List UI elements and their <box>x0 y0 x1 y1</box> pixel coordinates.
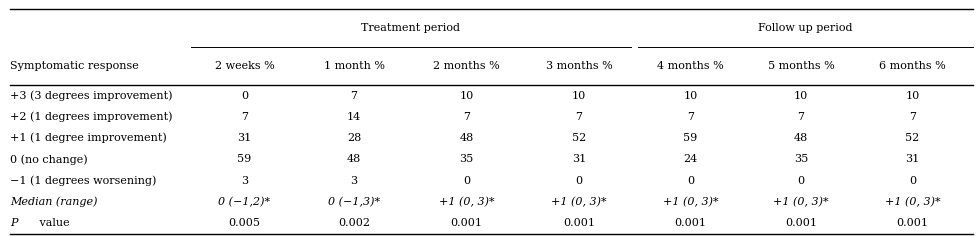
Text: 2 weeks %: 2 weeks % <box>214 61 275 71</box>
Text: 7: 7 <box>908 112 915 122</box>
Text: 35: 35 <box>459 154 473 164</box>
Text: 0: 0 <box>574 176 582 185</box>
Text: 7: 7 <box>686 112 694 122</box>
Text: value: value <box>36 218 69 228</box>
Text: P: P <box>10 218 18 228</box>
Text: 59: 59 <box>683 133 697 143</box>
Text: 0.001: 0.001 <box>785 218 816 228</box>
Text: Treatment period: Treatment period <box>361 23 460 33</box>
Text: 0 (−1,2)*: 0 (−1,2)* <box>218 197 271 207</box>
Text: 0.005: 0.005 <box>229 218 260 228</box>
Text: 35: 35 <box>793 154 807 164</box>
Text: 31: 31 <box>905 154 918 164</box>
Text: 3: 3 <box>350 176 358 185</box>
Text: 28: 28 <box>347 133 361 143</box>
Text: 0.001: 0.001 <box>450 218 482 228</box>
Text: +1 (1 degree improvement): +1 (1 degree improvement) <box>10 133 166 143</box>
Text: Symptomatic response: Symptomatic response <box>10 61 139 71</box>
Text: 10: 10 <box>793 91 807 101</box>
Text: 48: 48 <box>459 133 473 143</box>
Text: −1 (1 degrees worsening): −1 (1 degrees worsening) <box>10 175 156 186</box>
Text: 48: 48 <box>793 133 807 143</box>
Text: 14: 14 <box>347 112 361 122</box>
Text: 4 months %: 4 months % <box>657 61 723 71</box>
Text: +1 (0, 3)*: +1 (0, 3)* <box>439 197 493 207</box>
Text: 3: 3 <box>240 176 248 185</box>
Text: 0: 0 <box>686 176 694 185</box>
Text: 0: 0 <box>908 176 915 185</box>
Text: 7: 7 <box>462 112 470 122</box>
Text: 0: 0 <box>796 176 804 185</box>
Text: +1 (0, 3)*: +1 (0, 3)* <box>884 197 939 207</box>
Text: 7: 7 <box>350 91 358 101</box>
Text: 0.001: 0.001 <box>674 218 705 228</box>
Text: 0: 0 <box>462 176 470 185</box>
Text: 10: 10 <box>459 91 473 101</box>
Text: 52: 52 <box>572 133 585 143</box>
Text: 0.002: 0.002 <box>338 218 369 228</box>
Text: +3 (3 degrees improvement): +3 (3 degrees improvement) <box>10 90 172 101</box>
Text: +1 (0, 3)*: +1 (0, 3)* <box>551 197 606 207</box>
Text: 1 month %: 1 month % <box>323 61 384 71</box>
Text: 59: 59 <box>237 154 251 164</box>
Text: 0.001: 0.001 <box>563 218 594 228</box>
Text: 24: 24 <box>683 154 697 164</box>
Text: 31: 31 <box>572 154 585 164</box>
Text: 48: 48 <box>347 154 361 164</box>
Text: 10: 10 <box>905 91 918 101</box>
Text: 3 months %: 3 months % <box>545 61 612 71</box>
Text: Median (range): Median (range) <box>10 197 97 207</box>
Text: 7: 7 <box>574 112 582 122</box>
Text: 6 months %: 6 months % <box>878 61 945 71</box>
Text: +1 (0, 3)*: +1 (0, 3)* <box>662 197 717 207</box>
Text: 0.001: 0.001 <box>896 218 927 228</box>
Text: Follow up period: Follow up period <box>757 23 852 33</box>
Text: 7: 7 <box>240 112 248 122</box>
Text: +2 (1 degrees improvement): +2 (1 degrees improvement) <box>10 112 172 122</box>
Text: +1 (0, 3)*: +1 (0, 3)* <box>773 197 828 207</box>
Text: 7: 7 <box>796 112 804 122</box>
Text: 0 (no change): 0 (no change) <box>10 154 87 164</box>
Text: 31: 31 <box>237 133 251 143</box>
Text: 10: 10 <box>683 91 697 101</box>
Text: 5 months %: 5 months % <box>767 61 833 71</box>
Text: 52: 52 <box>905 133 918 143</box>
Text: 2 months %: 2 months % <box>433 61 499 71</box>
Text: 0 (−1,3)*: 0 (−1,3)* <box>327 197 380 207</box>
Text: 10: 10 <box>572 91 585 101</box>
Text: 0: 0 <box>240 91 248 101</box>
